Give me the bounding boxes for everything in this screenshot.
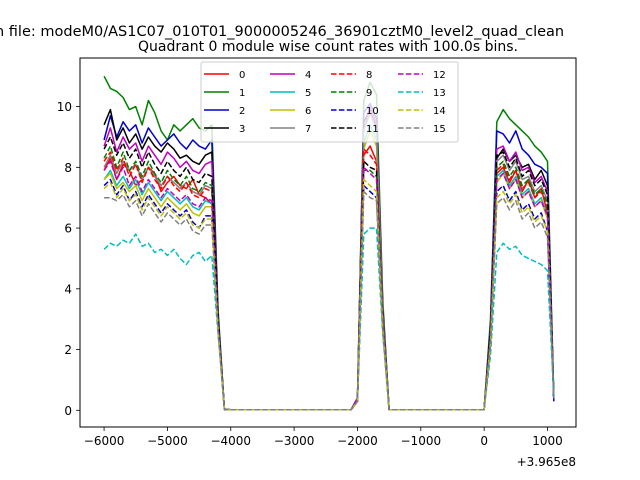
legend-label: 0 — [239, 70, 245, 81]
y-tick-label: 8 — [64, 161, 72, 175]
y-tick-label: 2 — [64, 343, 72, 357]
legend-label: 5 — [305, 88, 311, 99]
axes-frame — [79, 57, 577, 428]
x-tick-label: −6000 — [84, 434, 125, 448]
y-tick-label: 0 — [64, 404, 72, 418]
y-tick-label: 10 — [57, 100, 72, 114]
x-tick-label: 1000 — [532, 434, 563, 448]
y-tick-label: 6 — [64, 222, 72, 236]
legend-label: 15 — [433, 124, 446, 135]
series-line-15 — [104, 190, 555, 411]
legend-label: 13 — [433, 88, 446, 99]
legend-label: 7 — [305, 124, 311, 135]
legend-label: 11 — [366, 124, 379, 135]
series-line-8 — [103, 148, 555, 411]
x-tick-label: −1000 — [401, 434, 442, 448]
x-tick-label: −3000 — [274, 434, 315, 448]
x-axis-offset-text: +3.965e8 — [517, 455, 576, 469]
plot-axes: −6000 −5000 −4000 −3000 −2000 −1000 0 1000 0 2 4 6… — [57, 57, 577, 448]
legend-label: 1 — [239, 88, 245, 99]
x-axis-ticks: −6000 −5000 −4000 −3000 −2000 −1000 0 1000 — [84, 427, 563, 448]
legend-label: 6 — [305, 106, 311, 117]
legend-label: 10 — [366, 106, 379, 117]
legend-label: 9 — [366, 88, 372, 99]
x-tick-label: −4000 — [210, 434, 251, 448]
x-tick-label: −5000 — [147, 434, 188, 448]
figure-suptitle: n file: modeM0/AS1C07_010T01_9000005246_… — [0, 24, 564, 40]
legend-label: 2 — [239, 106, 245, 117]
x-tick-label: 0 — [480, 434, 488, 448]
y-axis-ticks: 0 2 4 6 8 10 — [57, 100, 80, 418]
legend-label: 12 — [433, 70, 446, 81]
legend-label: 8 — [366, 70, 372, 81]
legend-label: 14 — [433, 106, 446, 117]
chart-title: Quadrant 0 module wise count rates with … — [138, 39, 518, 55]
legend-label: 3 — [239, 124, 245, 135]
legend-label: 4 — [305, 70, 311, 81]
series-lines — [103, 75, 555, 411]
legend-frame — [200, 61, 459, 143]
y-tick-label: 4 — [64, 282, 72, 296]
x-tick-label: −2000 — [337, 434, 378, 448]
